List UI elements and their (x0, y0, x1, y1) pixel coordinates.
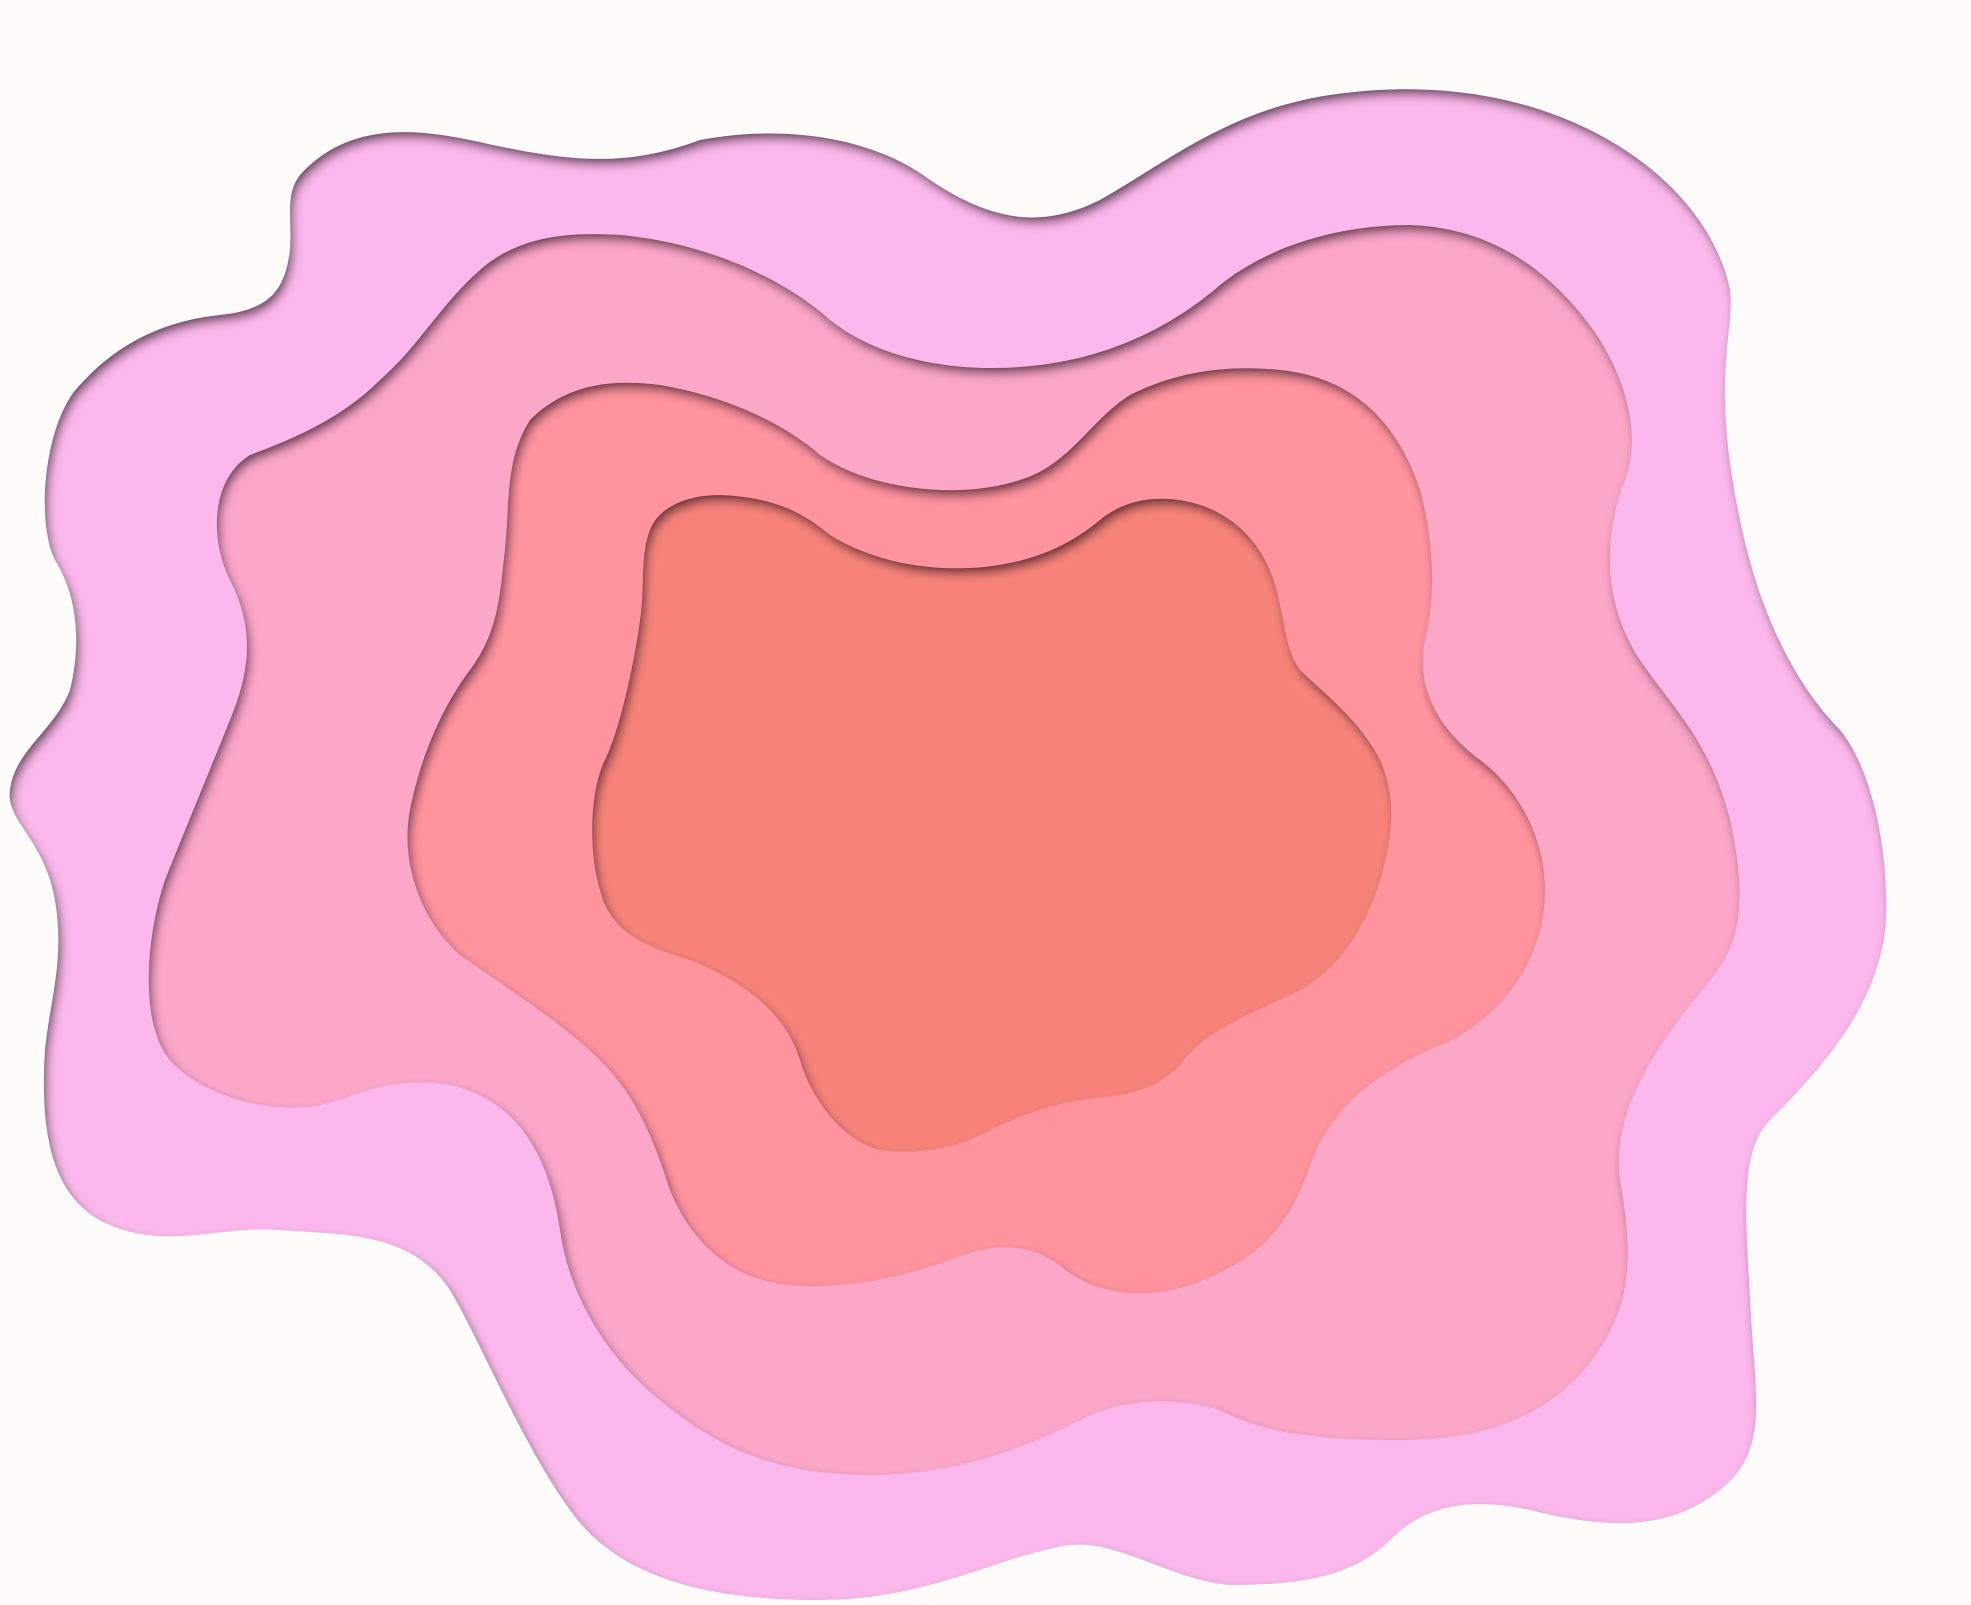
inner-layer (592, 495, 1392, 1152)
